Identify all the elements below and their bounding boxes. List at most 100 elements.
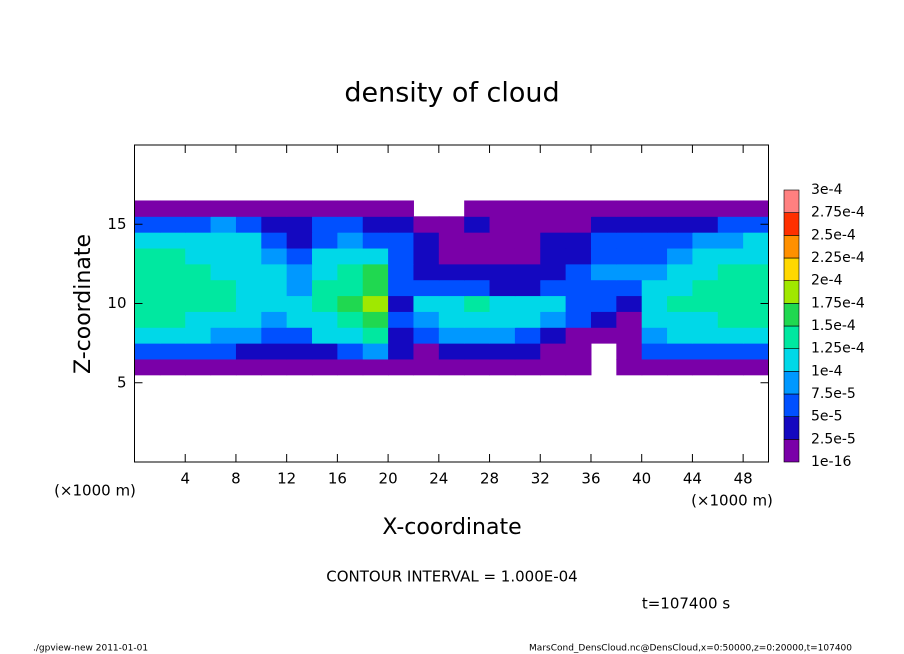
field-cell: [489, 263, 516, 281]
field-cell: [641, 279, 668, 297]
field-cell: [210, 216, 237, 233]
field-cell: [692, 327, 719, 344]
colorbar-box: [783, 257, 800, 281]
field-cell: [312, 327, 338, 344]
field-cell: [337, 232, 364, 249]
field-cell: [717, 232, 744, 249]
field-cell: [692, 343, 719, 360]
field-cell: [514, 216, 541, 233]
colorbar-label: 3e-4: [811, 182, 843, 198]
field-cell: [312, 263, 338, 281]
field-cell: [692, 279, 719, 297]
field-cell: [616, 279, 643, 297]
field-cell: [312, 358, 338, 376]
x-tick-label: 32: [531, 470, 550, 488]
x-tick-label: 8: [231, 470, 241, 488]
field-cell: [185, 232, 212, 249]
field-cell: [261, 248, 288, 265]
colorbar-box: [783, 348, 800, 372]
field-cell: [667, 248, 693, 265]
field-cell: [489, 232, 516, 249]
field-cell: [362, 216, 389, 233]
field-cell: [337, 263, 364, 281]
field-cell: [337, 200, 364, 217]
field-cell: [717, 311, 744, 328]
field-cell: [743, 327, 769, 344]
field-cell: [159, 358, 186, 376]
field-cell: [185, 216, 212, 233]
field-cell: [413, 295, 440, 312]
field-cell: [362, 200, 389, 217]
field-cell: [286, 279, 313, 297]
field-cell: [312, 279, 338, 297]
colorbar-label: 2.25e-4: [811, 250, 865, 266]
field-cell: [717, 358, 744, 376]
field-cell: [134, 200, 161, 217]
field-cell: [261, 295, 288, 312]
field-cell: [286, 343, 313, 360]
colorbar-label: 1.5e-4: [811, 318, 856, 334]
field-cell: [464, 327, 491, 344]
field-cell: [717, 327, 744, 344]
field-cell: [261, 358, 288, 376]
field-cell: [286, 311, 313, 328]
field-cell: [667, 327, 693, 344]
field-cell: [210, 327, 237, 344]
y-tick-label: 10: [107, 294, 126, 312]
field-cell: [235, 232, 262, 249]
field-cell: [159, 279, 186, 297]
x-tick-label: 12: [277, 470, 296, 488]
field-cell: [261, 216, 288, 233]
field-cell: [717, 200, 744, 217]
field-cell: [641, 263, 668, 281]
field-cell: [590, 279, 617, 297]
field-cell: [388, 295, 414, 312]
field-cell: [261, 232, 288, 249]
x-unit: (×1000 m): [691, 492, 773, 510]
field-cell: [540, 216, 567, 233]
field-cell: [514, 279, 541, 297]
field-cell: [514, 232, 541, 249]
field-cell: [590, 216, 617, 233]
field-cell: [565, 200, 592, 217]
field-cell: [565, 327, 592, 344]
field-cell: [312, 216, 338, 233]
field-cell: [210, 311, 237, 328]
field-cell: [464, 216, 491, 233]
field-cell: [641, 327, 668, 344]
field-cell: [616, 327, 643, 344]
x-tick-label: 48: [734, 470, 753, 488]
colorbar-box: [783, 325, 800, 349]
field-cell: [438, 248, 465, 265]
field-cell: [438, 263, 465, 281]
field-cell: [667, 216, 693, 233]
field-cell: [159, 232, 186, 249]
field-cell: [667, 200, 693, 217]
field-cell: [134, 327, 161, 344]
field-cell: [565, 216, 592, 233]
field-cell: [464, 200, 491, 217]
field-cell: [286, 358, 313, 376]
field-cell: [261, 263, 288, 281]
field-cell: [717, 343, 744, 360]
field-cell: [616, 343, 643, 360]
field-cell: [337, 216, 364, 233]
field-cell: [692, 232, 719, 249]
field-cell: [388, 263, 414, 281]
field-cell: [616, 248, 643, 265]
field-cell: [616, 295, 643, 312]
field-cell: [438, 216, 465, 233]
field-cell: [590, 295, 617, 312]
field-cell: [540, 263, 567, 281]
field-cell: [641, 232, 668, 249]
time-label: t=107400 s: [642, 595, 730, 613]
field-cell: [362, 232, 389, 249]
field-cell: [312, 311, 338, 328]
field-cell: [312, 295, 338, 312]
field-cell: [667, 343, 693, 360]
field-cell: [590, 248, 617, 265]
field-cell: [286, 248, 313, 265]
field-cell: [692, 216, 719, 233]
field-cell: [388, 200, 414, 217]
field-cell: [438, 279, 465, 297]
